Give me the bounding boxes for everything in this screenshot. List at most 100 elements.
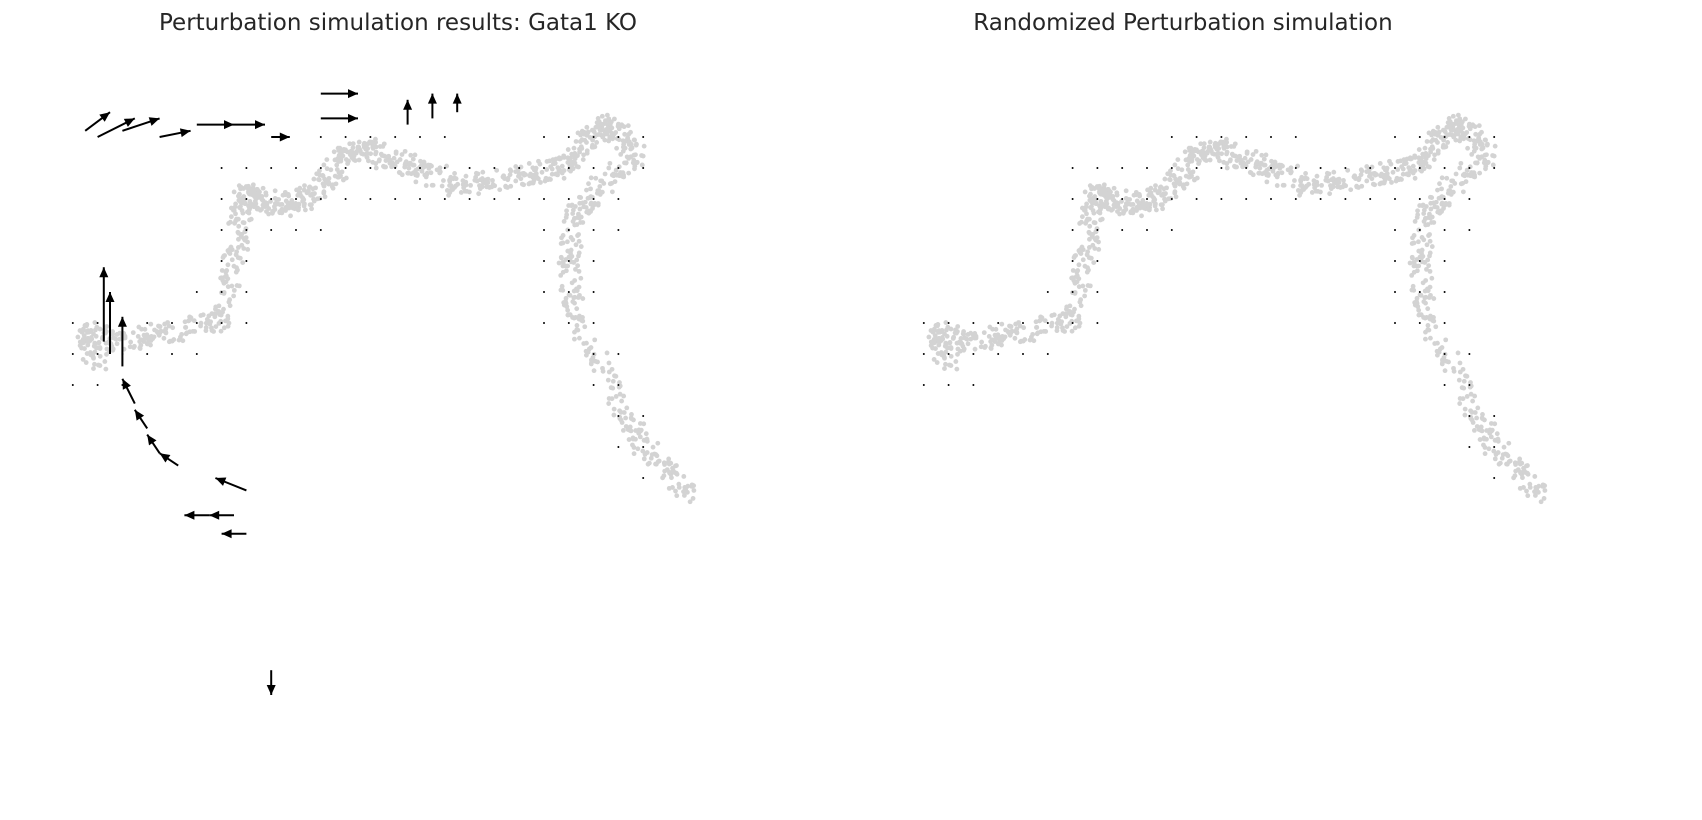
embedding-plot (922, 112, 1548, 505)
cell-point (245, 291, 248, 293)
cell-point (606, 396, 612, 401)
cell-point (1220, 136, 1223, 138)
cell-point (1079, 244, 1085, 250)
cell-point (231, 287, 237, 293)
cell-point (1364, 178, 1370, 184)
cell-point (543, 136, 545, 138)
cell-point (1444, 124, 1450, 130)
cell-point (1153, 207, 1159, 213)
cell-point (543, 322, 545, 324)
cell-point (1428, 200, 1434, 206)
cell-point (1418, 198, 1421, 200)
cell-point (964, 336, 970, 342)
cell-point (682, 493, 687, 498)
cell-point (91, 343, 97, 349)
cell-point (1444, 175, 1450, 181)
cell-point (490, 178, 495, 183)
cell-point (560, 259, 566, 265)
cell-point (1424, 242, 1430, 248)
cell-point (334, 162, 340, 168)
cell-point (1418, 291, 1421, 293)
cell-point (655, 459, 661, 465)
cell-point (572, 204, 578, 209)
cell-point (993, 326, 999, 332)
cell-point (408, 152, 414, 158)
cell-point (592, 198, 595, 200)
cell-point (1499, 455, 1505, 461)
cell-point (1394, 229, 1396, 231)
cell-point (1443, 167, 1446, 169)
cell-point (239, 231, 245, 237)
cell-point (543, 167, 545, 169)
cell-point (1427, 238, 1433, 244)
cell-point (1458, 128, 1464, 134)
cell-point (1443, 291, 1446, 293)
cell-point (1106, 190, 1112, 196)
cell-point (1224, 136, 1229, 142)
cell-point (1096, 291, 1099, 293)
cell-point (1244, 151, 1250, 156)
cell-point (238, 196, 244, 202)
cell-point (1477, 170, 1483, 176)
cell-point (968, 336, 974, 342)
cell-point (317, 168, 322, 174)
cell-point (1404, 171, 1410, 177)
cell-point (571, 145, 577, 151)
cell-point (622, 131, 628, 137)
cell-point (1136, 192, 1142, 197)
cell-point (347, 141, 353, 147)
cell-point (96, 353, 99, 355)
cell-point (1171, 173, 1177, 178)
cell-point (1433, 137, 1439, 143)
cell-point (1195, 198, 1198, 200)
cell-point (195, 291, 198, 293)
cell-point (89, 336, 95, 342)
cell-point (85, 339, 91, 345)
cell-point (1216, 146, 1222, 151)
cell-point (1299, 187, 1305, 193)
cell-point (494, 167, 500, 173)
cell-point (268, 199, 273, 204)
cell-point (1411, 259, 1417, 265)
cell-point (247, 198, 253, 204)
cell-point (1419, 259, 1425, 265)
cell-point (83, 360, 89, 365)
cell-point (1330, 183, 1336, 189)
cell-point (81, 328, 87, 333)
cell-point (1493, 477, 1496, 479)
cell-point (1090, 231, 1096, 237)
cell-point (373, 136, 378, 142)
cell-point (183, 324, 189, 330)
cell-point (1492, 143, 1498, 149)
cell-point (526, 161, 532, 166)
cell-point (513, 164, 519, 169)
cell-point (575, 153, 580, 159)
cell-point (1022, 322, 1024, 324)
cell-point (576, 164, 581, 170)
cell-point (1274, 183, 1280, 188)
cell-point (1167, 177, 1173, 183)
cell-point (572, 160, 578, 166)
cell-point (220, 291, 223, 293)
cell-point (405, 170, 411, 176)
cell-point (1094, 235, 1100, 241)
cell-point (198, 320, 204, 326)
cell-point (633, 142, 639, 148)
cell-point (1384, 171, 1390, 177)
cell-point (1314, 173, 1320, 179)
cell-point (999, 342, 1004, 348)
cell-point (990, 326, 996, 332)
velocity-arrow (159, 128, 191, 138)
cell-point (617, 198, 620, 200)
cell-point (1468, 353, 1471, 355)
cell-point (1076, 262, 1082, 268)
cell-point (1075, 268, 1081, 273)
cell-point (1082, 293, 1088, 299)
cell-point (1367, 171, 1373, 176)
cell-point (1335, 177, 1341, 183)
cell-point (954, 366, 960, 372)
cell-point (1084, 218, 1090, 224)
cell-point (578, 132, 583, 138)
cell-point (934, 360, 940, 365)
cell-point (1480, 412, 1485, 417)
